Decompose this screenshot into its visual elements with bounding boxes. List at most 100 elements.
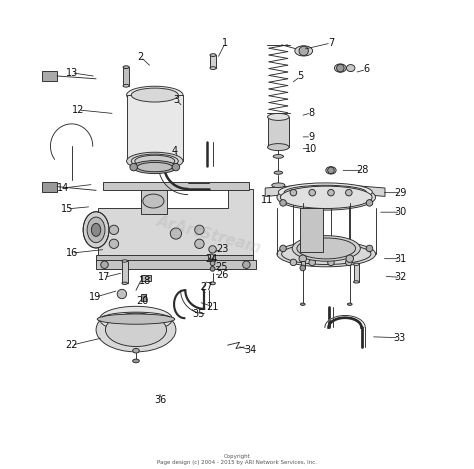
Bar bbox=[96, 260, 256, 269]
Text: 11: 11 bbox=[262, 195, 273, 204]
Text: 7: 7 bbox=[328, 38, 334, 48]
Ellipse shape bbox=[281, 186, 372, 208]
Bar bbox=[354, 264, 359, 282]
Text: 36: 36 bbox=[155, 394, 167, 405]
Bar bbox=[141, 294, 146, 301]
Circle shape bbox=[328, 189, 334, 196]
Ellipse shape bbox=[210, 53, 216, 56]
Text: 34: 34 bbox=[244, 345, 256, 355]
Text: 33: 33 bbox=[393, 333, 405, 343]
Text: 29: 29 bbox=[394, 188, 407, 197]
Bar bbox=[127, 95, 183, 161]
Ellipse shape bbox=[132, 160, 177, 174]
Ellipse shape bbox=[123, 84, 129, 87]
Ellipse shape bbox=[210, 67, 216, 69]
Text: 1: 1 bbox=[222, 38, 228, 48]
Text: ArArtStream: ArArtStream bbox=[155, 213, 263, 256]
Text: 12: 12 bbox=[72, 105, 84, 115]
Circle shape bbox=[280, 200, 286, 206]
Ellipse shape bbox=[273, 155, 283, 158]
Bar bbox=[267, 117, 289, 147]
Text: Copyright: Copyright bbox=[224, 454, 250, 459]
Ellipse shape bbox=[282, 243, 371, 265]
Circle shape bbox=[109, 225, 118, 234]
Text: 26: 26 bbox=[216, 271, 228, 280]
Text: 27: 27 bbox=[200, 281, 213, 292]
Text: 25: 25 bbox=[216, 262, 228, 272]
Ellipse shape bbox=[267, 144, 289, 151]
Ellipse shape bbox=[127, 152, 183, 170]
Ellipse shape bbox=[354, 263, 359, 265]
Circle shape bbox=[366, 200, 373, 206]
Text: 6: 6 bbox=[363, 64, 369, 75]
Circle shape bbox=[299, 46, 309, 55]
Ellipse shape bbox=[284, 185, 366, 199]
Bar bbox=[141, 190, 166, 213]
Text: 4: 4 bbox=[172, 146, 178, 156]
Ellipse shape bbox=[346, 65, 355, 72]
Text: 16: 16 bbox=[65, 248, 78, 258]
Ellipse shape bbox=[122, 260, 128, 262]
Bar bbox=[103, 182, 249, 190]
Ellipse shape bbox=[96, 308, 176, 352]
Ellipse shape bbox=[272, 183, 285, 188]
Circle shape bbox=[300, 265, 306, 271]
Ellipse shape bbox=[137, 162, 173, 172]
Circle shape bbox=[210, 266, 215, 271]
Ellipse shape bbox=[105, 313, 166, 347]
Text: 31: 31 bbox=[394, 254, 407, 264]
Text: 14: 14 bbox=[57, 183, 69, 193]
Text: 3: 3 bbox=[173, 95, 179, 105]
Ellipse shape bbox=[335, 64, 346, 72]
Ellipse shape bbox=[301, 303, 305, 305]
Polygon shape bbox=[265, 183, 385, 197]
Text: Page design (c) 2004 - 2015 by ARI Network Services, Inc.: Page design (c) 2004 - 2015 by ARI Netwo… bbox=[157, 460, 317, 465]
Ellipse shape bbox=[143, 194, 164, 208]
Ellipse shape bbox=[83, 212, 109, 248]
Circle shape bbox=[243, 261, 250, 268]
Ellipse shape bbox=[135, 155, 175, 167]
Text: 5: 5 bbox=[297, 71, 303, 82]
Polygon shape bbox=[99, 189, 254, 259]
Ellipse shape bbox=[87, 217, 105, 242]
Text: 13: 13 bbox=[65, 68, 78, 78]
Ellipse shape bbox=[277, 184, 375, 210]
Ellipse shape bbox=[127, 86, 183, 104]
Bar bbox=[301, 261, 305, 267]
Bar bbox=[123, 67, 129, 86]
Circle shape bbox=[209, 254, 214, 260]
Text: 21: 21 bbox=[206, 302, 219, 311]
Text: 18: 18 bbox=[139, 276, 152, 286]
Bar bbox=[96, 256, 254, 262]
Ellipse shape bbox=[274, 171, 283, 174]
Text: 10: 10 bbox=[305, 144, 318, 153]
Text: 9: 9 bbox=[308, 132, 314, 142]
Circle shape bbox=[299, 255, 307, 262]
Ellipse shape bbox=[347, 303, 352, 305]
Bar bbox=[122, 261, 128, 283]
Text: 17: 17 bbox=[98, 272, 111, 282]
Text: 24: 24 bbox=[205, 254, 218, 264]
Ellipse shape bbox=[354, 281, 359, 283]
Ellipse shape bbox=[267, 113, 289, 121]
Ellipse shape bbox=[131, 88, 178, 102]
Ellipse shape bbox=[277, 241, 375, 267]
Circle shape bbox=[309, 259, 316, 265]
Text: 15: 15 bbox=[61, 204, 73, 214]
Text: 8: 8 bbox=[308, 108, 314, 118]
Circle shape bbox=[309, 189, 316, 196]
Circle shape bbox=[346, 259, 352, 265]
Ellipse shape bbox=[295, 46, 313, 56]
Ellipse shape bbox=[91, 223, 101, 236]
Circle shape bbox=[195, 239, 204, 249]
Circle shape bbox=[195, 225, 204, 234]
Circle shape bbox=[328, 259, 334, 265]
Circle shape bbox=[210, 261, 215, 265]
Text: 23: 23 bbox=[216, 244, 228, 254]
Circle shape bbox=[290, 189, 297, 196]
Text: 20: 20 bbox=[136, 295, 148, 305]
Circle shape bbox=[337, 64, 344, 72]
Ellipse shape bbox=[210, 282, 215, 285]
Ellipse shape bbox=[278, 183, 372, 202]
Text: 2: 2 bbox=[137, 52, 144, 62]
